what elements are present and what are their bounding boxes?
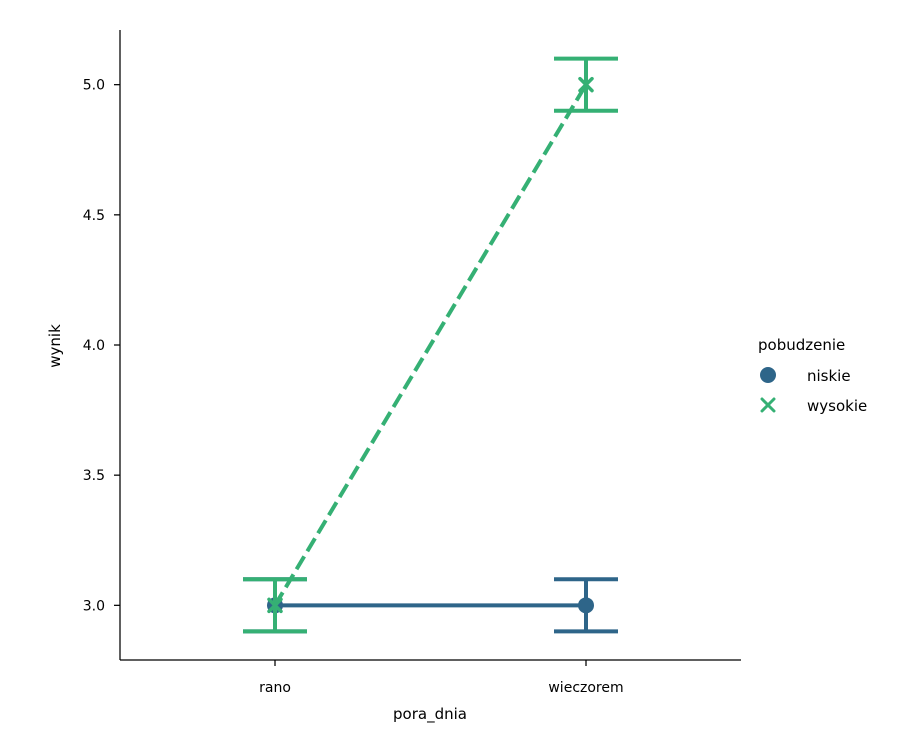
x-tick-label: wieczorem bbox=[548, 680, 623, 696]
series-wysokie bbox=[243, 56, 618, 634]
legend: pobudzenie niskie wysokie bbox=[758, 336, 867, 415]
series-line-wysokie bbox=[273, 83, 588, 607]
legend-title: pobudzenie bbox=[758, 336, 845, 354]
legend-marker-wysokie bbox=[760, 397, 776, 413]
legend-marker-niskie bbox=[760, 367, 776, 383]
y-tick-label: 4.0 bbox=[83, 338, 105, 354]
legend-label-niskie: niskie bbox=[807, 367, 851, 385]
x-axis-ticks: rano wieczorem bbox=[259, 660, 624, 696]
x-tick-label: rano bbox=[259, 680, 291, 696]
legend-label-wysokie: wysokie bbox=[807, 397, 867, 415]
y-tick-label: 3.0 bbox=[83, 598, 105, 614]
data-point-wysokie bbox=[267, 597, 283, 614]
series-niskie bbox=[243, 577, 618, 634]
y-tick-label: 5.0 bbox=[83, 78, 105, 94]
y-tick-label: 3.5 bbox=[83, 468, 105, 484]
data-point-wysokie bbox=[578, 76, 594, 93]
y-axis-title: wynik bbox=[46, 324, 64, 368]
plot-area bbox=[243, 56, 618, 634]
x-axis-title: pora_dnia bbox=[393, 705, 467, 724]
data-point-niskie bbox=[578, 597, 594, 614]
y-tick-label: 4.5 bbox=[83, 208, 105, 224]
y-axis-ticks: 3.0 3.5 4.0 4.5 5.0 bbox=[83, 78, 120, 614]
